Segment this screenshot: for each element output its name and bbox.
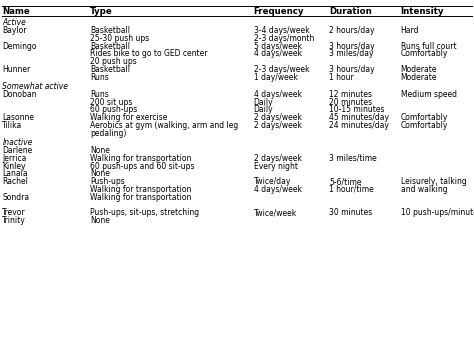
Text: 10 push-ups/minute: 10 push-ups/minute: [401, 208, 474, 217]
Text: 2-3 days/month: 2-3 days/month: [254, 34, 314, 43]
Text: 5-6/time: 5-6/time: [329, 177, 362, 186]
Text: Type: Type: [90, 7, 113, 16]
Text: Somewhat active: Somewhat active: [2, 82, 68, 91]
Text: Walking for transportation: Walking for transportation: [90, 154, 191, 163]
Text: 3 hours/day: 3 hours/day: [329, 42, 375, 51]
Text: Basketball: Basketball: [90, 65, 130, 74]
Text: None: None: [90, 216, 110, 225]
Text: Demingo: Demingo: [2, 42, 37, 51]
Text: 1 day/week: 1 day/week: [254, 73, 298, 82]
Text: 60 push-ups and 60 sit-ups: 60 push-ups and 60 sit-ups: [90, 161, 194, 170]
Text: Rachel: Rachel: [2, 177, 28, 186]
Text: 12 minutes: 12 minutes: [329, 90, 373, 99]
Text: 4 days/week: 4 days/week: [254, 90, 301, 99]
Text: Walking for transportation: Walking for transportation: [90, 185, 191, 194]
Text: Darlene: Darlene: [2, 146, 33, 155]
Text: and walking: and walking: [401, 185, 447, 194]
Text: 20 push ups: 20 push ups: [90, 57, 137, 66]
Text: Baylor: Baylor: [2, 26, 27, 35]
Text: Jerrica: Jerrica: [2, 154, 27, 163]
Text: 1 hour: 1 hour: [329, 73, 354, 82]
Text: Donoban: Donoban: [2, 90, 37, 99]
Text: 2 hours/day: 2 hours/day: [329, 26, 375, 35]
Text: Kinley: Kinley: [2, 161, 26, 170]
Text: Twice/day: Twice/day: [254, 177, 291, 186]
Text: None: None: [90, 146, 110, 155]
Text: Hard: Hard: [401, 26, 419, 35]
Text: Push-ups, sit-ups, stretching: Push-ups, sit-ups, stretching: [90, 208, 199, 217]
Text: 3 hours/day: 3 hours/day: [329, 65, 375, 74]
Text: Tilika: Tilika: [2, 121, 23, 130]
Text: 200 sit ups: 200 sit ups: [90, 98, 132, 107]
Text: 3-4 days/week: 3-4 days/week: [254, 26, 309, 35]
Text: Inactive: Inactive: [2, 138, 33, 147]
Text: 2 days/week: 2 days/week: [254, 154, 301, 163]
Text: Active: Active: [2, 18, 26, 27]
Text: 4 days/week: 4 days/week: [254, 185, 301, 194]
Text: Leisurely, talking: Leisurely, talking: [401, 177, 466, 186]
Text: Push-ups: Push-ups: [90, 177, 125, 186]
Text: Comfortably: Comfortably: [401, 49, 448, 58]
Text: Basketball: Basketball: [90, 42, 130, 51]
Text: 20 minutes: 20 minutes: [329, 98, 373, 107]
Text: Twice/week: Twice/week: [254, 208, 297, 217]
Text: Comfortably: Comfortably: [401, 121, 448, 130]
Text: 10-15 minutes: 10-15 minutes: [329, 105, 385, 115]
Text: Aerobics at gym (walking, arm and leg: Aerobics at gym (walking, arm and leg: [90, 121, 238, 130]
Text: 1 hour/time: 1 hour/time: [329, 185, 374, 194]
Text: Moderate: Moderate: [401, 73, 437, 82]
Text: 60 push-ups: 60 push-ups: [90, 105, 137, 115]
Text: 4 days/week: 4 days/week: [254, 49, 301, 58]
Text: 2 days/week: 2 days/week: [254, 113, 301, 122]
Text: Rides bike to go to GED center: Rides bike to go to GED center: [90, 49, 208, 58]
Text: Name: Name: [2, 7, 30, 16]
Text: Daily: Daily: [254, 105, 273, 115]
Text: Lanaia: Lanaia: [2, 169, 28, 178]
Text: 45 minutes/day: 45 minutes/day: [329, 113, 390, 122]
Text: Runs: Runs: [90, 73, 109, 82]
Text: Sondra: Sondra: [2, 193, 29, 202]
Text: Runs: Runs: [90, 90, 109, 99]
Text: 24 minutes/day: 24 minutes/day: [329, 121, 389, 130]
Text: Trevor: Trevor: [2, 208, 26, 217]
Text: Walking for transportation: Walking for transportation: [90, 193, 191, 202]
Text: Trinity: Trinity: [2, 216, 26, 225]
Text: Comfortably: Comfortably: [401, 113, 448, 122]
Text: Walking for exercise: Walking for exercise: [90, 113, 167, 122]
Text: 3 miles/time: 3 miles/time: [329, 154, 377, 163]
Text: Hunner: Hunner: [2, 65, 31, 74]
Text: None: None: [90, 169, 110, 178]
Text: Lasonne: Lasonne: [2, 113, 35, 122]
Text: 2 days/week: 2 days/week: [254, 121, 301, 130]
Text: Runs full court: Runs full court: [401, 42, 456, 51]
Text: Basketball: Basketball: [90, 26, 130, 35]
Text: Duration: Duration: [329, 7, 372, 16]
Text: 2-3 days/week: 2-3 days/week: [254, 65, 309, 74]
Text: Every night: Every night: [254, 161, 298, 170]
Text: 25-30 push ups: 25-30 push ups: [90, 34, 149, 43]
Text: Frequency: Frequency: [254, 7, 304, 16]
Text: 5 days/week: 5 days/week: [254, 42, 301, 51]
Text: Medium speed: Medium speed: [401, 90, 456, 99]
Text: Daily: Daily: [254, 98, 273, 107]
Text: pedaling): pedaling): [90, 129, 127, 138]
Text: Moderate: Moderate: [401, 65, 437, 74]
Text: Intensity: Intensity: [401, 7, 444, 16]
Text: 30 minutes: 30 minutes: [329, 208, 373, 217]
Text: 3 miles/day: 3 miles/day: [329, 49, 374, 58]
